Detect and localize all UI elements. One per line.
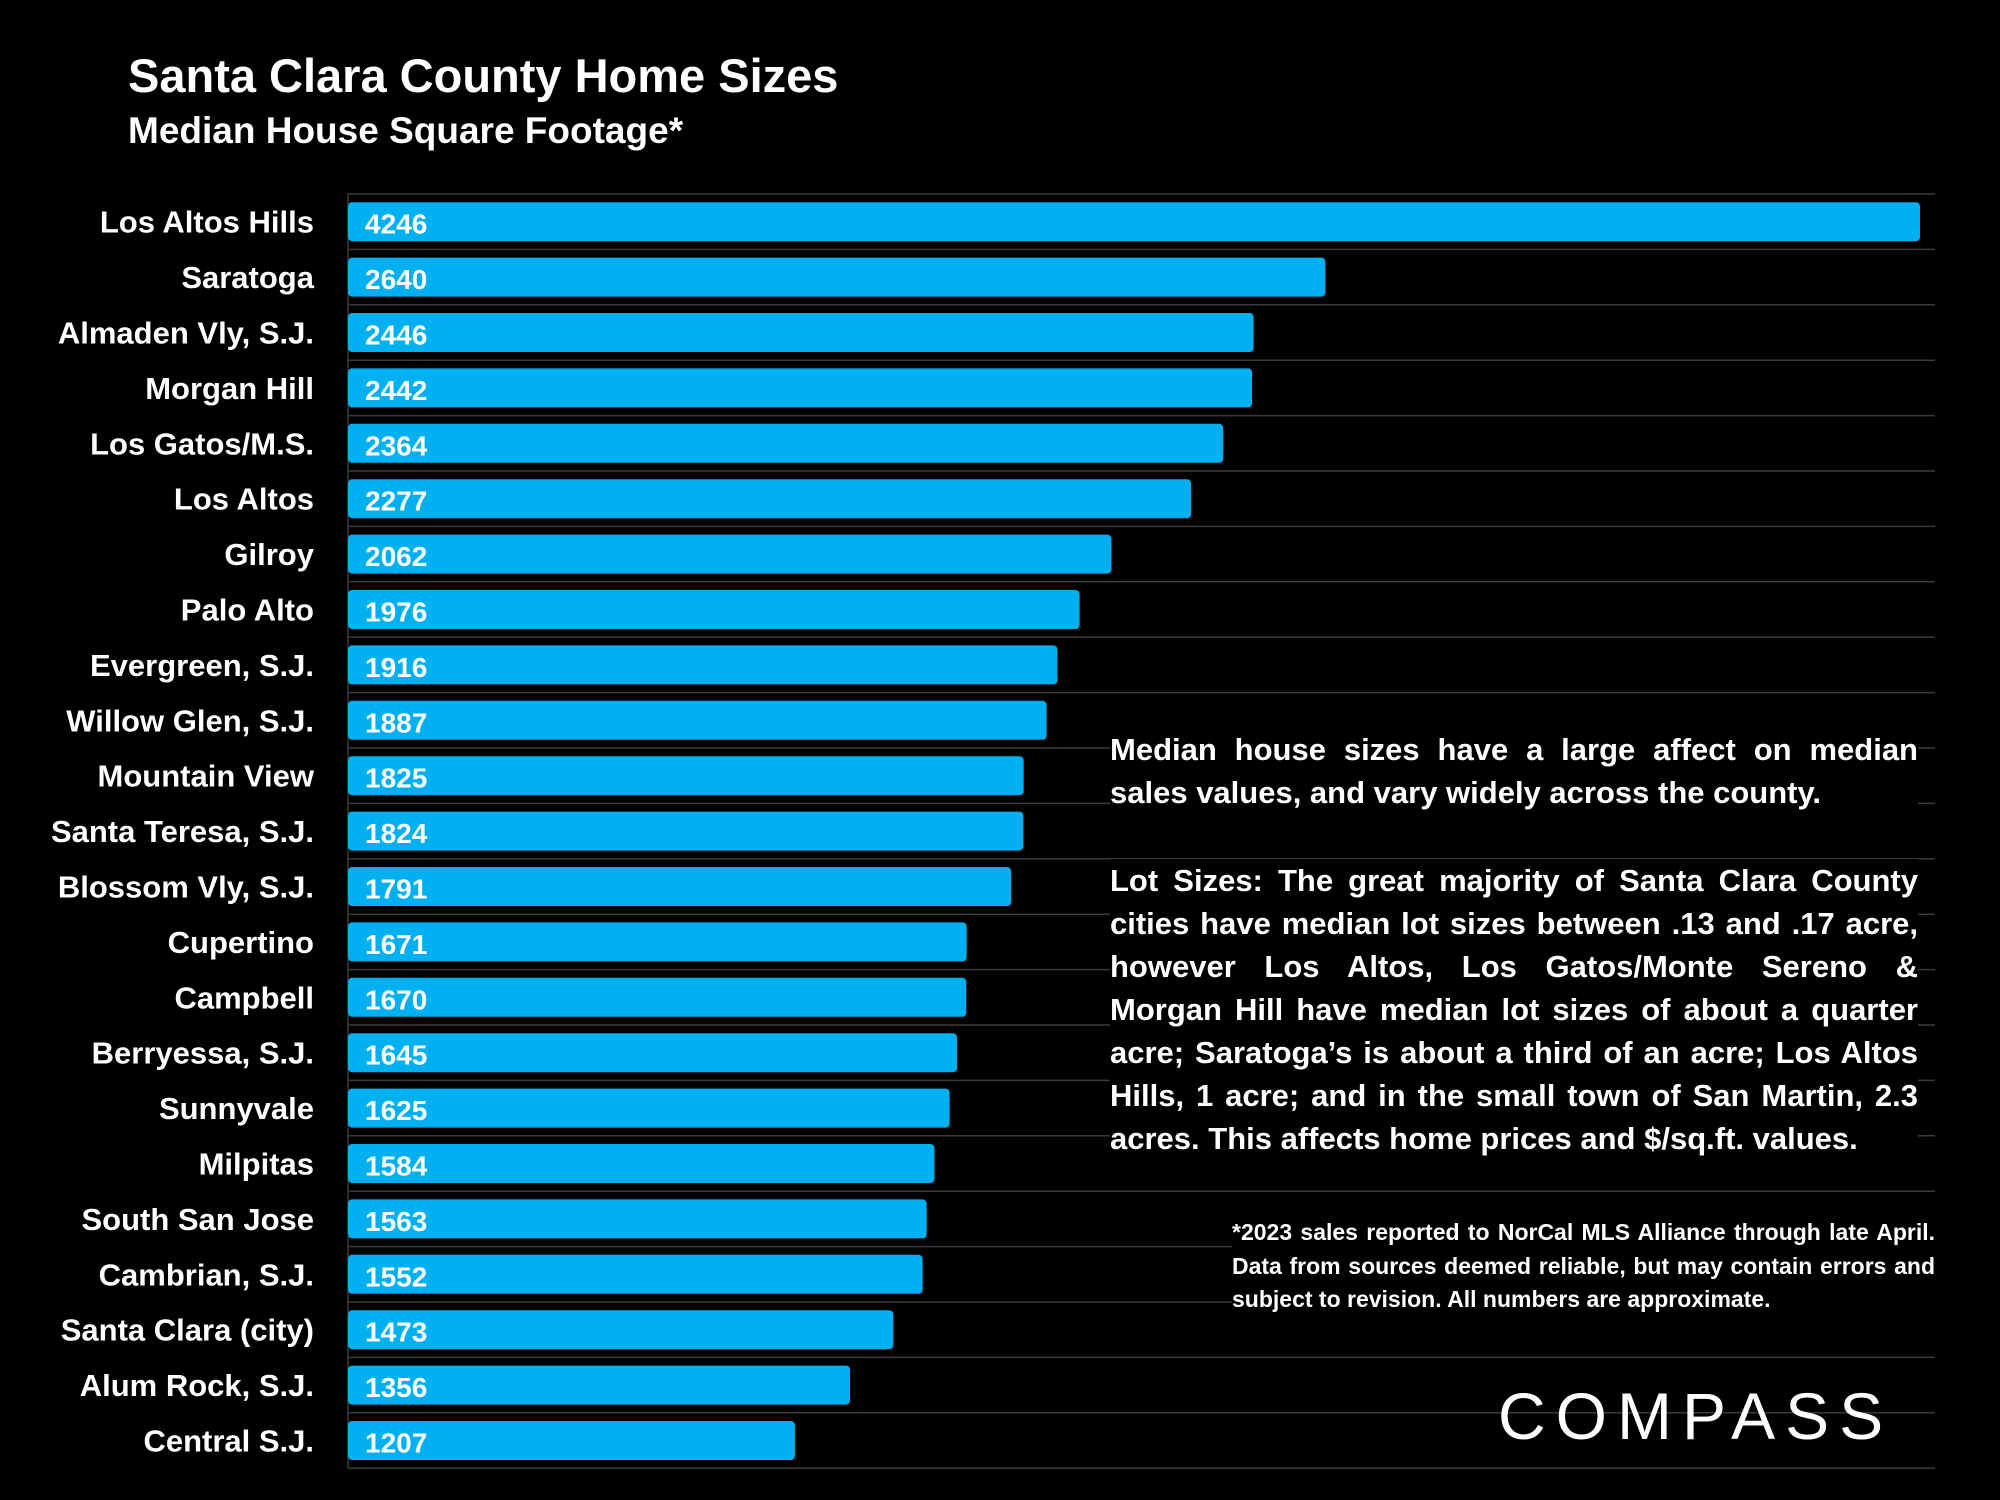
data-label: 4246 (365, 209, 427, 240)
category-label: Mountain View (98, 759, 315, 794)
bar (348, 479, 1192, 519)
bar (348, 867, 1012, 906)
category-label: Gilroy (224, 537, 314, 572)
bar (348, 1199, 927, 1239)
data-label: 2062 (365, 541, 427, 572)
category-label: Cupertino (168, 925, 314, 960)
source-footnote: *2023 sales reported to NorCal MLS Allia… (1232, 1216, 1935, 1317)
data-label: 1825 (365, 763, 427, 794)
category-label: Santa Teresa, S.J. (51, 814, 314, 849)
data-label: 1976 (365, 597, 427, 628)
category-label: Sunnyvale (159, 1091, 314, 1126)
bar (348, 756, 1024, 796)
annotation-house-sizes: Median house sizes have a large affect o… (1110, 728, 1918, 814)
data-label: 1625 (365, 1095, 427, 1126)
data-label: 1791 (365, 874, 427, 905)
category-label: Morgan Hill (145, 371, 314, 406)
data-label: 2446 (365, 320, 427, 351)
category-label: Central S.J. (143, 1424, 314, 1459)
category-label: Cambrian, S.J. (99, 1257, 314, 1292)
category-label: Los Gatos/M.S. (90, 426, 314, 461)
category-label: Almaden Vly, S.J. (58, 316, 314, 351)
bar (348, 645, 1058, 685)
data-label: 2442 (365, 375, 427, 406)
data-label: 1473 (365, 1317, 427, 1348)
bar (348, 590, 1080, 629)
category-label: Palo Alto (181, 593, 314, 628)
data-label: 2277 (365, 486, 427, 517)
category-label: Santa Clara (city) (61, 1313, 314, 1348)
bar (348, 1254, 923, 1294)
data-label: 1552 (365, 1261, 427, 1292)
data-label: 1645 (365, 1040, 427, 1071)
data-label: 1563 (365, 1206, 427, 1237)
category-label: Alum Rock, S.J. (80, 1368, 314, 1403)
bar (348, 257, 1326, 297)
data-label: 1670 (365, 984, 427, 1015)
bar (348, 977, 967, 1017)
compass-logo-text: COMPASS (1498, 1379, 1894, 1453)
data-label: 1207 (365, 1428, 427, 1459)
bar (348, 1144, 935, 1183)
chart-subtitle: Median House Square Footage* (128, 110, 684, 151)
bar (348, 700, 1047, 740)
bar (348, 811, 1024, 851)
bar (348, 202, 1920, 242)
category-label: Willow Glen, S.J. (66, 703, 314, 738)
data-label: 2364 (365, 430, 428, 461)
bar (348, 1310, 894, 1350)
data-label: 1887 (365, 707, 427, 738)
chart-title: Santa Clara County Home Sizes (128, 49, 839, 102)
bar (348, 313, 1254, 352)
category-label: Los Altos Hills (100, 205, 314, 240)
bar (348, 423, 1224, 463)
bar (348, 1033, 958, 1073)
bar (348, 1421, 795, 1460)
category-label: South San Jose (81, 1202, 314, 1237)
bar (348, 922, 967, 962)
data-label: 1584 (365, 1151, 428, 1182)
annotation-lot-sizes: Lot Sizes: The great majority of Santa C… (1110, 859, 1918, 1160)
category-label: Campbell (174, 980, 314, 1015)
category-label: Blossom Vly, S.J. (58, 870, 314, 905)
bar (348, 1365, 851, 1405)
data-label: 1671 (365, 929, 427, 960)
bar (348, 534, 1112, 574)
category-label: Evergreen, S.J. (90, 648, 314, 683)
category-label: Berryessa, S.J. (92, 1036, 314, 1071)
bar (348, 1088, 950, 1128)
category-label: Saratoga (181, 260, 314, 295)
data-label: 1916 (365, 652, 427, 683)
data-label: 2640 (365, 264, 427, 295)
compass-logo: COMPASS (1498, 1378, 1893, 1454)
data-label: 1356 (365, 1372, 427, 1403)
bar (348, 368, 1253, 408)
category-label: Milpitas (199, 1147, 314, 1182)
data-label: 1824 (365, 818, 428, 849)
category-label: Los Altos (174, 482, 314, 517)
